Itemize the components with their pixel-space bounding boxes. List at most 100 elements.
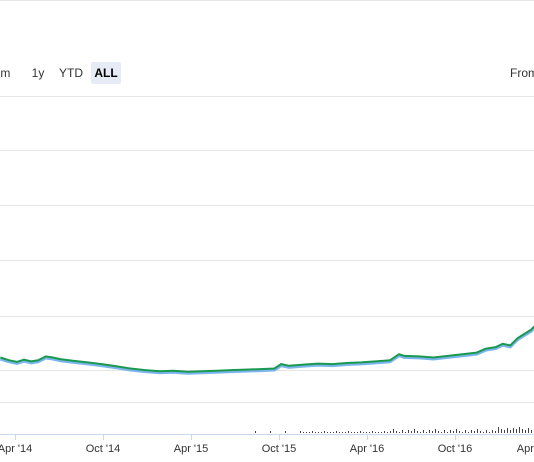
volume-bar: [387, 432, 388, 433]
x-tick-label: Apr '15: [174, 443, 209, 455]
volume-bar: [486, 430, 487, 433]
volume-bar: [411, 431, 412, 433]
volume-bar: [372, 431, 373, 433]
volume-bar: [456, 429, 457, 433]
volume-bar: [369, 432, 370, 433]
volume-bar: [513, 428, 514, 433]
volume-bar: [501, 429, 502, 433]
volume-bar: [432, 431, 433, 433]
range-button-6m[interactable]: 6m: [0, 66, 11, 80]
volume-bar: [510, 430, 511, 433]
volume-bar: [426, 432, 427, 433]
volume-bar: [306, 432, 307, 433]
volume-bar: [528, 428, 529, 433]
volume-bar: [450, 430, 451, 433]
volume-bar: [363, 432, 364, 433]
volume-bar: [408, 430, 409, 433]
range-selector: 6m 1y YTD ALL From: [0, 62, 534, 84]
volume-bar: [342, 432, 343, 433]
x-tick-label: Oct '16: [438, 443, 473, 455]
x-tick-label: Apr '16: [350, 443, 385, 455]
volume-bar: [351, 432, 352, 433]
volume-bar: [525, 430, 526, 433]
volume-bar: [366, 432, 367, 433]
volume-bar: [399, 432, 400, 433]
volume-bar: [498, 427, 499, 433]
volume-bar: [270, 431, 271, 433]
volume-bar: [414, 429, 415, 433]
volume-bar: [285, 431, 286, 433]
volume-bar: [477, 429, 478, 433]
x-tick-label: Apr '17: [517, 443, 534, 455]
volume-bar: [336, 431, 337, 433]
volume-bar: [348, 431, 349, 433]
from-label: From: [510, 66, 534, 80]
volume-bar: [255, 431, 256, 433]
volume-bar: [471, 430, 472, 433]
volume-bar: [303, 432, 304, 433]
volume-bar: [441, 432, 442, 433]
volume-bar: [444, 430, 445, 433]
volume-bar: [507, 428, 508, 433]
volume-bar: [390, 431, 391, 433]
volume-bar: [345, 432, 346, 433]
volume-bar: [327, 432, 328, 433]
volume-bar: [333, 432, 334, 433]
volume-bar: [435, 429, 436, 433]
volume-bar: [378, 432, 379, 433]
volume-bar: [483, 432, 484, 433]
x-tick-label: Oct '15: [262, 443, 297, 455]
volume-bar: [492, 430, 493, 433]
series-line: [0, 325, 534, 373]
volume-bar: [468, 432, 469, 433]
volume-bar: [309, 432, 310, 433]
volume-bar: [489, 432, 490, 433]
volume-bar: [396, 431, 397, 433]
volume-bar: [402, 430, 403, 433]
volume-bar: [312, 431, 313, 433]
volume-bar: [459, 431, 460, 433]
volume-bar: [417, 431, 418, 433]
volume-bar: [339, 432, 340, 433]
x-axis: Apr '14 Oct '14 Apr '15 Oct '15 Apr '16 Oct '…: [0, 434, 534, 455]
series-line-shadow: [0, 326, 534, 375]
volume-bar: [420, 432, 421, 433]
volume-bar: [381, 432, 382, 433]
volume-bar: [474, 431, 475, 433]
top-border: [0, 0, 534, 1]
volume-bar: [315, 432, 316, 433]
volume-bar: [462, 432, 463, 433]
volume-bar: [519, 427, 520, 433]
volume-bar: [375, 432, 376, 433]
volume-bar: [516, 429, 517, 433]
range-button-1y[interactable]: 1y: [31, 66, 45, 80]
range-button-all[interactable]: ALL: [91, 62, 121, 84]
volume-bar: [423, 430, 424, 433]
volume-bar: [405, 432, 406, 433]
volume-bar: [324, 431, 325, 433]
volume-bar: [495, 431, 496, 433]
volume-bar: [504, 430, 505, 433]
range-button-ytd[interactable]: YTD: [59, 66, 83, 80]
volume-bar: [531, 430, 532, 433]
volume-bar: [453, 431, 454, 433]
x-tick-label: Apr '14: [0, 443, 32, 455]
volume-bar: [393, 429, 394, 433]
volume-bar: [300, 431, 301, 433]
volume-bar: [465, 430, 466, 433]
volume-bar: [360, 431, 361, 433]
volume-bar: [480, 431, 481, 433]
volume-bar: [384, 431, 385, 433]
x-tick-label: Oct '14: [86, 443, 121, 455]
volume-bar: [438, 431, 439, 433]
volume-bar: [357, 432, 358, 433]
series-group: [0, 325, 534, 375]
volume-bar: [522, 429, 523, 433]
volume-bars: [255, 427, 532, 433]
volume-bar: [447, 432, 448, 433]
volume-bar: [429, 430, 430, 433]
volume-bar: [330, 432, 331, 433]
volume-bar: [318, 432, 319, 433]
grid-lines: [0, 96, 534, 435]
